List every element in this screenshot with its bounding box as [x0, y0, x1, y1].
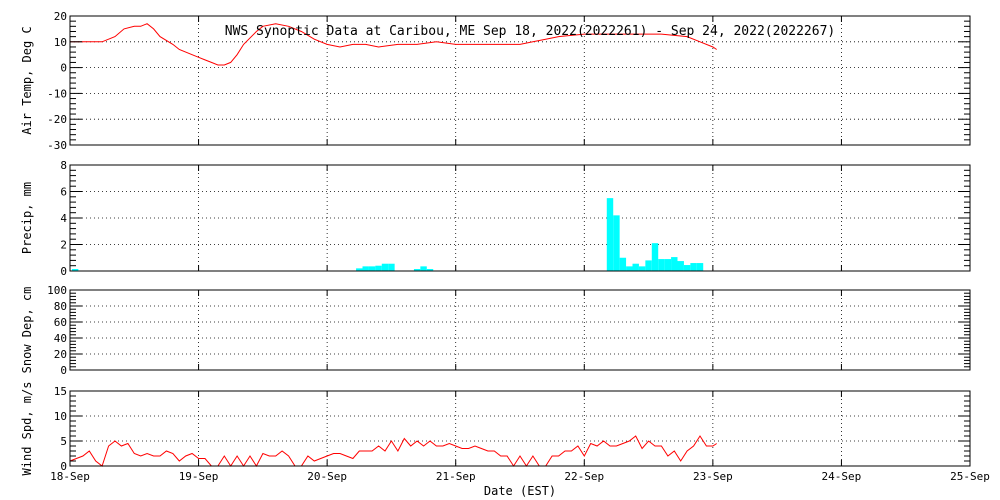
panel-precip-bar: [671, 257, 678, 271]
panel-precip-bar: [658, 259, 665, 271]
panel-snow-depth-ytick-label: 80: [54, 300, 67, 313]
panel-wind-speed-ylabel: Wind Spd, m/s: [20, 382, 34, 476]
panel-precip-bar: [619, 257, 627, 271]
panel-precip-bar: [362, 266, 369, 271]
panel-air-temp-ytick-label: 0: [60, 62, 67, 75]
panel-precip-bar: [606, 198, 614, 271]
panel-precip: 8 6 4 2 0 Precip, mm: [20, 159, 971, 278]
panel-snow-depth-ticks: 100 80 60 40 20 0: [47, 284, 971, 377]
panel-precip-ytick-label: 0: [60, 265, 67, 278]
panel-air-temp-ytick-label: -10: [47, 87, 67, 100]
panel-wind-speed: 15 10 5 0 Wind Spd, m/s: [20, 382, 971, 476]
panel-precip-ytick-label: 2: [60, 239, 67, 252]
panel-snow-depth-frame: [69, 289, 971, 371]
panel-air-temp: 20 10 0 -10 -20 -30 Air Temp, Deg C: [20, 10, 971, 152]
panel-precip-bar: [368, 266, 376, 271]
x-tick-label: 19-Sep: [179, 470, 219, 483]
x-tick-label: 25-Sep: [950, 470, 990, 483]
chart-title: NWS Synoptic Data at Caribou, ME Sep 18,…: [225, 24, 835, 39]
panel-precip-bar: [375, 265, 382, 271]
panel-precip-grid: [70, 165, 970, 271]
panel-wind-speed-marks: [69, 435, 717, 467]
panel-wind-speed-frame: [69, 390, 971, 467]
panel-precip-bar: [426, 269, 434, 271]
panel-precip-bar: [420, 266, 427, 271]
panel-precip-bar: [613, 215, 620, 271]
panel-wind-speed-ticks: 15 10 5 0: [54, 385, 971, 473]
panel-precip-bar: [664, 259, 672, 271]
panel-snow-depth-ytick-label: 40: [54, 332, 67, 345]
panel-air-temp-marks: [70, 23, 717, 66]
x-tick-labels: 18-Sep 19-Sep 20-Sep 21-Sep 22-Sep 23-Sep 24-S…: [50, 470, 990, 483]
panel-wind-speed-ytick-label: 15: [54, 385, 67, 398]
panel-air-temp-ytick-label: -30: [47, 139, 67, 152]
panel-precip-ytick-label: 8: [60, 159, 67, 172]
panel-air-temp-grid: [70, 16, 970, 145]
x-tick-label: 20-Sep: [307, 470, 347, 483]
panel-air-temp-ytick-label: 10: [54, 36, 67, 49]
panel-wind-speed-grid: [70, 391, 970, 466]
panel-wind-speed-ytick-label: 5: [60, 435, 67, 448]
panel-precip-ylabel: Precip, mm: [20, 182, 34, 254]
panel-air-temp-frame: [69, 15, 971, 146]
x-tick-label: 22-Sep: [564, 470, 604, 483]
panel-precip-bar: [677, 261, 684, 271]
x-tick-label: 21-Sep: [436, 470, 476, 483]
panel-wind-speed-ytick-label: 10: [54, 410, 67, 423]
panel-precip-ytick-label: 4: [60, 212, 67, 225]
panel-precip-bar: [696, 263, 704, 271]
panel-precip-bar: [71, 269, 79, 271]
panel-precip-bar: [356, 268, 363, 271]
panel-precip-marks: [71, 198, 704, 271]
panel-snow-depth-ylabel: Snow Dep, cm: [20, 287, 34, 374]
panel-wind-speed-ytick-label: 0: [60, 460, 67, 473]
panel-precip-bar: [632, 263, 639, 271]
panel-precip-bar: [690, 263, 697, 271]
x-tick-label: 18-Sep: [50, 470, 90, 483]
x-tick-label: 23-Sep: [693, 470, 733, 483]
panel-precip-bar: [413, 269, 421, 271]
x-axis-label: Date (EST): [484, 484, 556, 498]
panel-precip-bar: [388, 263, 395, 271]
panel-air-temp-ytick-label: -20: [47, 113, 67, 126]
panel-precip-bar: [626, 266, 633, 271]
panel-air-temp-ylabel: Air Temp, Deg C: [20, 26, 34, 134]
panel-air-temp-series-line: [70, 23, 717, 66]
panel-snow-depth-ytick-label: 20: [54, 348, 67, 361]
panel-air-temp-ticks: 20 10 0 -10 -20 -30: [47, 10, 971, 152]
panel-snow-depth-ytick-label: 0: [60, 364, 67, 377]
panel-snow-depth: 100 80 60 40 20 0 Snow Dep, cm: [20, 284, 971, 377]
panel-air-temp-ytick-label: 20: [54, 10, 67, 23]
panel-precip-bar: [651, 243, 659, 271]
panel-snow-depth-ytick-label: 60: [54, 316, 67, 329]
panel-precip-bar: [645, 260, 652, 271]
panel-precip-bar: [381, 263, 389, 271]
panel-wind-speed-series-line: [69, 435, 717, 467]
panel-precip-bar: [638, 266, 646, 271]
panel-precip-ytick-label: 6: [60, 186, 67, 199]
panel-snow-depth-ytick-label: 100: [47, 284, 67, 297]
panel-precip-ticks: 8 6 4 2 0: [60, 159, 971, 278]
panel-snow-depth-grid: [70, 290, 970, 370]
x-tick-label: 24-Sep: [822, 470, 862, 483]
panel-precip-bar: [683, 265, 691, 271]
